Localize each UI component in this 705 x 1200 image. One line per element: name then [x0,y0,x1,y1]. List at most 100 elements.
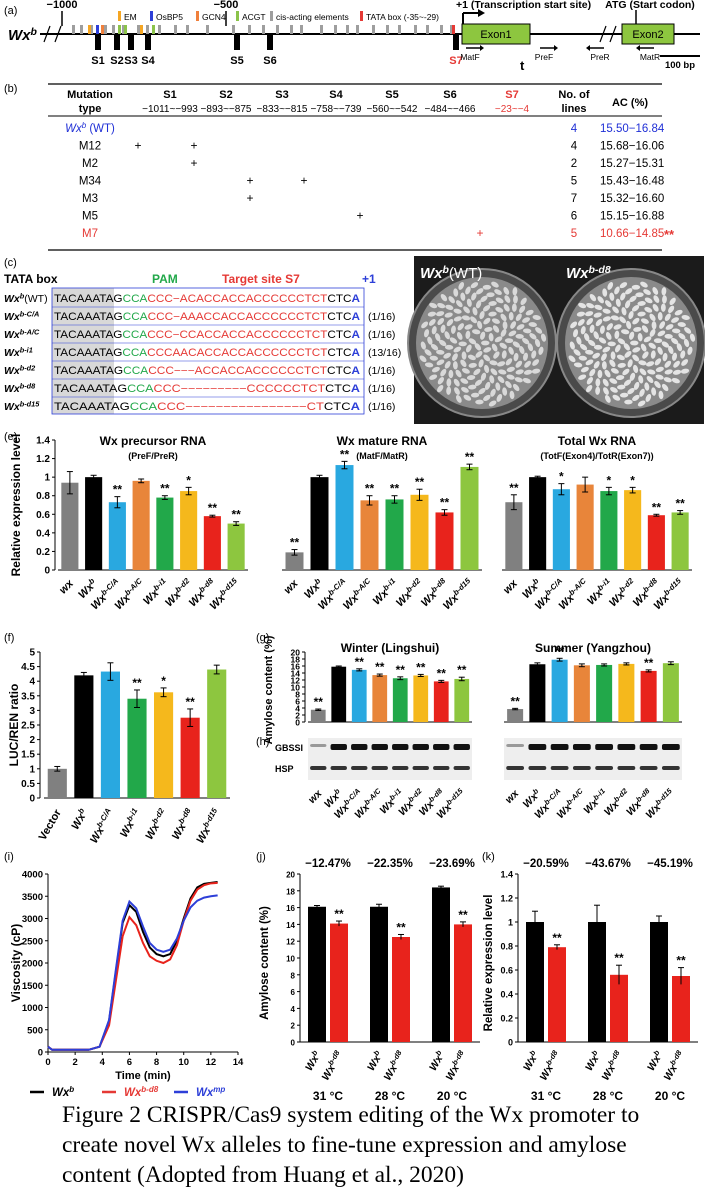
rice-grain [610,386,618,393]
j-bar [308,906,326,1042]
primer-arrow-head [636,45,640,51]
header-range: −893~−875 [201,104,252,115]
rice-grain [601,353,607,361]
rice-grain [495,307,504,313]
rice-grain [430,343,439,351]
hsp-band [330,766,347,770]
seq-text: TACAAATA GCCA CCC−CCACCACCACCCCCCTCT CTC A [54,329,360,341]
j-bar [454,924,472,1042]
e0-bar [180,491,198,570]
seq-ratio: (1/16) [368,365,395,377]
rice-grain [508,330,517,337]
rice-grain [593,331,599,340]
rice-grain [531,368,541,374]
e0-bar [156,497,174,570]
allele-sup: b-C/A [99,576,120,597]
cis-element [112,25,115,34]
rice-grain [523,352,529,361]
k-bar [610,974,628,1042]
rice-grain [522,377,531,384]
rice-grain [523,328,532,334]
k-y-tick-label: 0 [508,1038,513,1048]
allele-base: Wx [124,1087,142,1099]
rice-grain [607,341,616,347]
rice-grain [674,309,683,316]
k-bar [672,976,690,1042]
allele-sup: b-C/A [95,807,113,829]
panel-e-label: (e) [4,431,17,443]
rice-grain [632,354,640,362]
e2-bar [505,502,523,570]
rice-grain [661,383,669,392]
rice-grain [614,330,620,340]
k-significance: ** [614,951,624,965]
seq-segment: G [120,401,130,413]
allele-base: Wx [382,1062,401,1083]
row-ac: 15.32−16.60 [600,193,664,205]
rice-grain [617,362,626,368]
header-range: −484~−466 [425,104,476,115]
rice-grain [480,372,487,381]
allele-sup: b-A/C [351,576,372,597]
allele-sup: b-d8 [326,1048,342,1067]
break-mark [43,25,51,43]
rice-grain [443,352,452,359]
rice-grain [647,369,656,375]
site-label: S4 [141,55,155,67]
allele-base: Wx [118,819,137,840]
f-bar [180,717,200,798]
header-site: S1 [163,89,176,101]
header-lines: No. of [558,89,589,101]
rice-grain [522,317,530,323]
panel-f-label: (f) [4,632,14,644]
e1-bar [310,477,329,570]
cis-element [232,25,235,34]
allele-base: Wx [420,265,443,282]
seq-segment: A [352,329,361,341]
k-y-tick-label: 0.4 [500,990,513,1000]
tick-1000: −1000 [47,0,78,11]
rice-grain [515,360,523,368]
t-marker: t [520,58,525,73]
rice-grain [465,330,471,340]
rice-grain [503,287,510,295]
rice-grain [657,330,666,337]
rice-grain [585,384,593,393]
rice-grain [436,349,445,355]
seq-segment: TACAAATA [54,365,115,377]
seq-allele: Wxb-C/A [4,309,39,323]
rice-grain [586,376,594,385]
cis-element [276,25,279,34]
allele-sup: b [69,1085,74,1094]
j-y-tick-label: 20 [286,871,295,880]
rice-grain [535,327,543,334]
rice-grain [461,315,471,321]
g0-bar [331,666,347,722]
allele-sup: b-d15 [451,576,472,597]
g1-significance: ** [555,644,565,658]
f-x-label: Wxb-d8 [168,806,197,842]
site-label: S5 [230,55,243,67]
rice-grain [429,374,438,380]
rice-grain [428,318,436,326]
rice-grain [436,384,444,393]
seq-segment: CCA [123,311,149,323]
allele-base: Wx [4,365,21,377]
header-range: −560~−542 [367,104,418,115]
rice-grain [644,382,650,391]
row-ac: 10.66−14.85 [600,228,664,240]
rice-grain [456,332,463,340]
row-ac: 15.50−16.84 [600,123,665,135]
e-subtitle: (TotF(Exon4)/TotR(Exon7)) [540,451,653,461]
allele-sup: b-d8 [427,786,445,804]
g-y-tick-label: 18 [291,655,301,665]
rice-grain [654,358,662,366]
header-range: −23~−4 [495,104,530,115]
rice-grain [457,323,465,331]
rice-grain [472,307,478,316]
rice-grain [643,336,652,343]
rice-grain [623,379,632,386]
rice-grain [604,395,611,403]
i-legend-label: Wxmp [196,1085,225,1099]
rice-grain [516,324,525,330]
